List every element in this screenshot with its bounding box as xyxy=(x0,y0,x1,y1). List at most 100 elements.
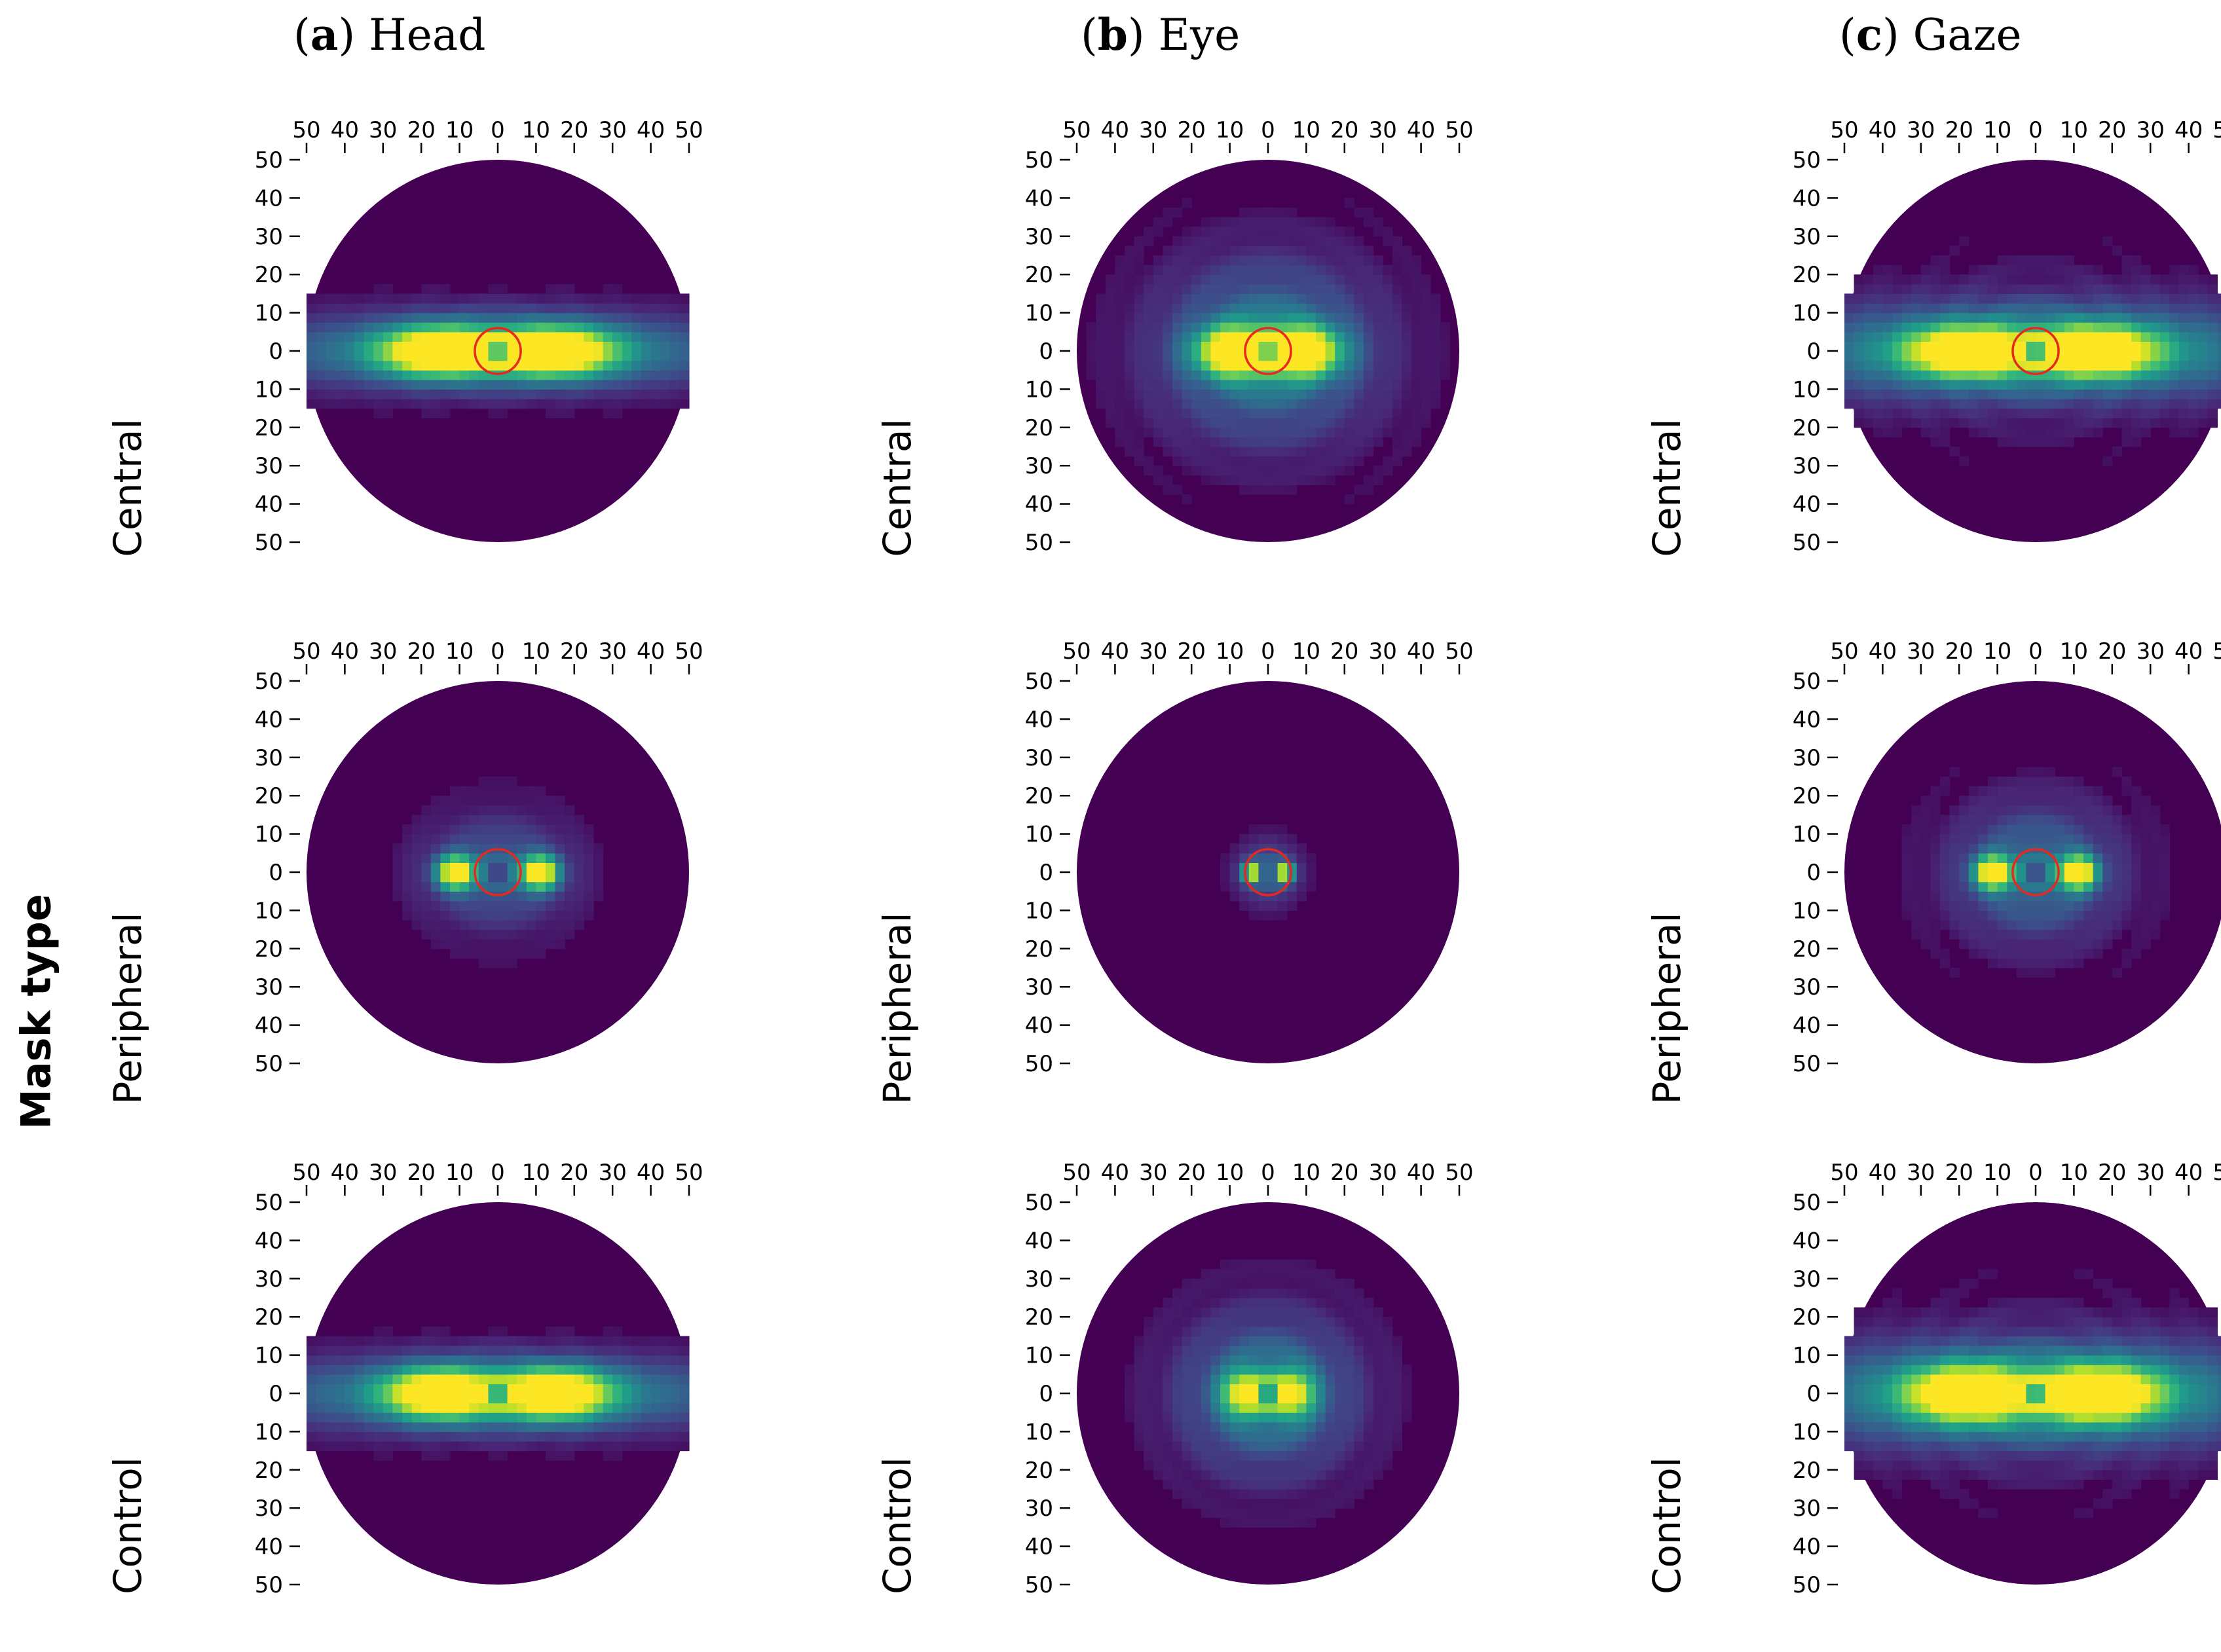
density-cell xyxy=(1086,370,1096,380)
density-cell xyxy=(307,322,317,333)
density-cell xyxy=(1354,255,1364,266)
density-cell xyxy=(1229,1498,1240,1509)
density-cell xyxy=(1210,255,1221,266)
density-cell xyxy=(469,1393,479,1404)
density-cell xyxy=(1920,1460,1931,1471)
density-cell xyxy=(2026,1450,2036,1461)
density-cell xyxy=(1277,389,1288,399)
x-tick-label: 10 xyxy=(2060,638,2088,665)
density-cell xyxy=(2188,284,2199,294)
y-tick-label: 40 xyxy=(255,1534,283,1560)
density-cell xyxy=(1163,331,1173,342)
density-cell xyxy=(1287,255,1297,266)
density-cell xyxy=(1373,370,1383,380)
density-cell xyxy=(1854,322,1864,333)
density-cell xyxy=(2093,322,2103,333)
density-cell xyxy=(1201,1384,1211,1394)
density-cell xyxy=(1220,408,1231,418)
density-cell xyxy=(1364,1355,1374,1365)
density-cell xyxy=(1930,351,1941,361)
density-cell xyxy=(2217,341,2221,352)
density-cell xyxy=(430,1384,441,1394)
density-cell xyxy=(1287,437,1297,447)
density-cell xyxy=(1248,370,1259,380)
density-cell xyxy=(1325,389,1335,399)
density-cell xyxy=(1364,379,1374,390)
density-cell xyxy=(1920,920,1931,930)
density-cell xyxy=(1949,331,1960,342)
density-cell xyxy=(1344,255,1354,266)
density-cell xyxy=(1940,1479,1950,1490)
density-cell xyxy=(650,360,661,371)
density-cell xyxy=(1892,1469,1903,1480)
density-cell xyxy=(507,1403,517,1413)
density-cell xyxy=(1153,331,1163,342)
density-cell xyxy=(1901,834,1912,844)
density-cell xyxy=(612,312,623,323)
density-cell xyxy=(2179,1393,2190,1404)
density-cell xyxy=(584,843,594,854)
density-cell xyxy=(1854,293,1864,304)
density-cell xyxy=(2055,293,2065,304)
density-cell xyxy=(469,370,479,380)
density-cell xyxy=(345,331,355,342)
x-tick-label: 20 xyxy=(1178,1160,1206,1186)
density-cell xyxy=(459,843,470,854)
density-cell xyxy=(612,1365,623,1375)
density-cell xyxy=(2036,312,2046,323)
density-cell xyxy=(2169,408,2180,418)
density-cell xyxy=(2016,796,2026,806)
density-cell xyxy=(1402,265,1412,275)
density-cell xyxy=(517,370,527,380)
density-cell xyxy=(584,891,594,902)
density-cell xyxy=(1248,379,1259,390)
density-cell xyxy=(402,900,413,911)
density-cell xyxy=(2016,1422,2026,1432)
density-cell xyxy=(1940,900,1950,911)
density-cell xyxy=(546,1384,556,1394)
density-cell xyxy=(1344,1298,1354,1308)
y-tick-label: 50 xyxy=(255,1051,283,1077)
density-cell xyxy=(2150,399,2161,409)
density-cell xyxy=(650,379,661,390)
density-cell xyxy=(469,1365,479,1375)
density-cell xyxy=(1229,408,1240,418)
density-cell xyxy=(498,1450,508,1461)
density-cell xyxy=(1959,379,1969,390)
density-cell xyxy=(1220,872,1231,883)
density-cell xyxy=(1201,331,1211,342)
density-cell xyxy=(1344,322,1354,333)
density-cell xyxy=(1163,437,1173,447)
density-cell xyxy=(574,379,584,390)
density-cell xyxy=(345,1412,355,1423)
density-cell xyxy=(1163,1431,1173,1442)
density-cell xyxy=(507,796,517,806)
density-cell xyxy=(1287,1498,1297,1509)
density-cell xyxy=(1201,322,1211,333)
density-cell xyxy=(1220,456,1231,466)
density-cell xyxy=(1354,1346,1364,1356)
density-cell xyxy=(1306,236,1316,246)
row-title-central-col-c: Central xyxy=(1645,418,1689,557)
density-cell xyxy=(565,341,575,352)
density-cell xyxy=(1911,891,1922,902)
density-cell xyxy=(1364,1336,1374,1346)
density-cell xyxy=(517,1403,527,1413)
density-cell xyxy=(2007,815,2017,825)
density-cell xyxy=(1258,1374,1269,1384)
density-cell xyxy=(459,939,470,949)
density-cell xyxy=(2026,777,2036,787)
density-cell xyxy=(1383,418,1393,428)
density-cell xyxy=(364,1441,374,1452)
density-cell xyxy=(498,379,508,390)
density-cell xyxy=(1354,322,1364,333)
density-cell xyxy=(1316,1393,1326,1404)
density-cell xyxy=(2016,312,2026,323)
density-cell xyxy=(593,1346,604,1356)
density-cell xyxy=(1901,418,1912,428)
density-cell xyxy=(1296,1393,1307,1404)
density-cell xyxy=(1210,293,1221,304)
row-title-peripheral-col-a: Peripheral xyxy=(105,912,150,1105)
density-cell xyxy=(2064,351,2074,361)
density-cell xyxy=(1144,370,1154,380)
